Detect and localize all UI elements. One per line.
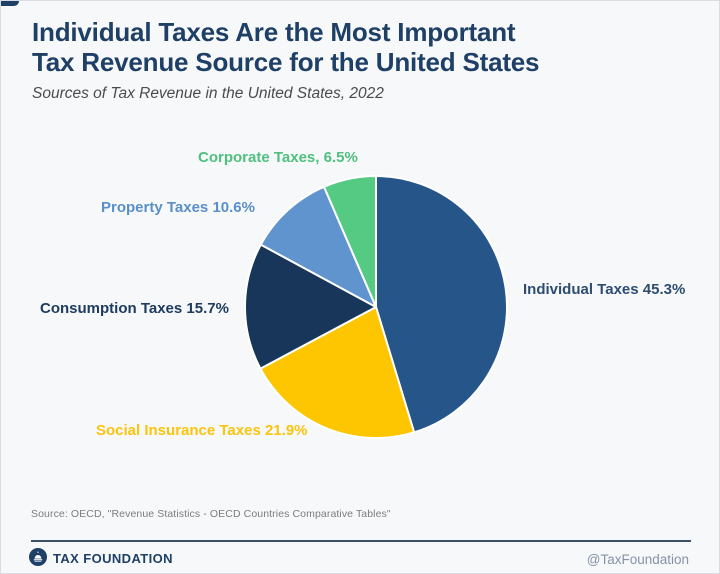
label-consumption-taxes: Consumption Taxes 15.7% [40, 300, 229, 317]
chart-title: Individual Taxes Are the Most Important … [32, 17, 652, 77]
pie-slice-social-insurance-taxes [259, 306, 416, 439]
source-note: Source: OECD, "Revenue Statistics - OECD… [31, 508, 391, 520]
pie-slice-corporate-taxes [322, 175, 377, 308]
label-corporate-taxes: Corporate Taxes, 6.5% [198, 149, 358, 166]
label-social-insurance-taxes: Social Insurance Taxes 21.9% [96, 422, 308, 439]
label-individual-taxes: Individual Taxes 45.3% [523, 281, 686, 298]
pie-chart-container [236, 167, 516, 447]
tax-foundation-logo-icon [29, 548, 47, 566]
chart-title-line1: Individual Taxes Are the Most Important [32, 17, 516, 47]
corner-accent [1, 1, 19, 6]
pie-chart [244, 175, 509, 439]
footer-social-handle: @TaxFoundation [586, 552, 689, 567]
pie-slice-individual-taxes [375, 175, 509, 434]
label-property-taxes: Property Taxes 10.6% [101, 199, 255, 216]
pie-slice-property-taxes [259, 185, 377, 308]
chart-title-line2: Tax Revenue Source for the United States [32, 47, 540, 77]
pie-slice-consumption-taxes [244, 243, 377, 370]
footer-divider [31, 540, 691, 542]
footer-brand-text: TAX FOUNDATION [53, 551, 173, 566]
chart-subtitle: Sources of Tax Revenue in the United Sta… [32, 85, 384, 102]
